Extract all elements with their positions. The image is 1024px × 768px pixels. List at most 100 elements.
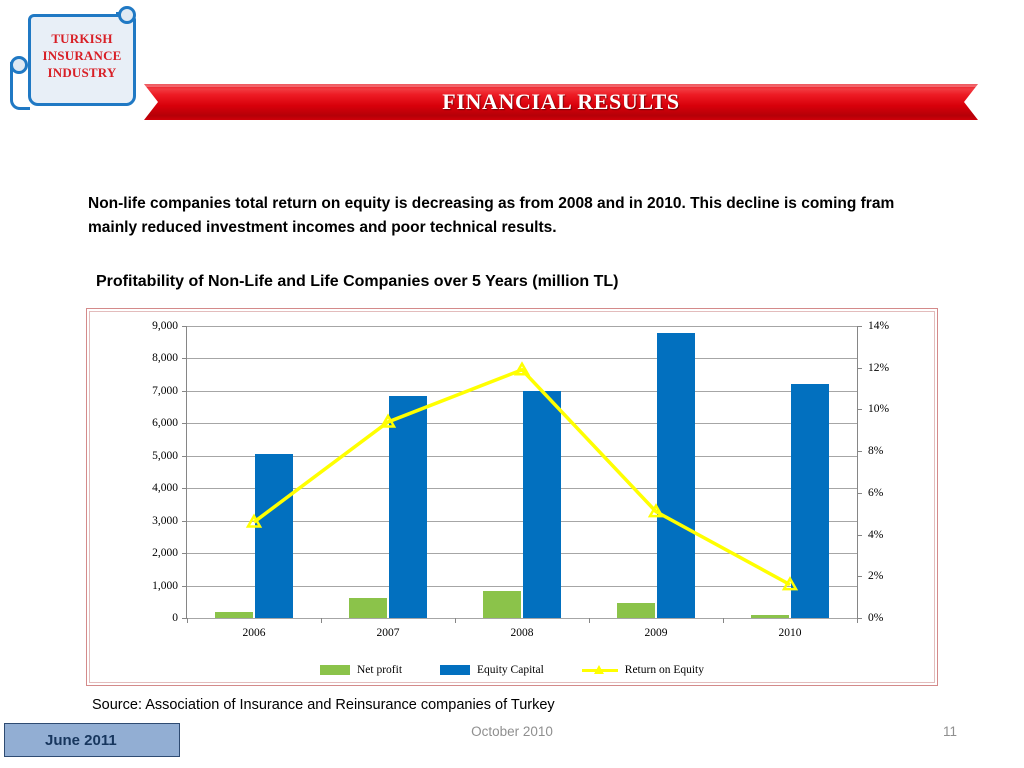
gridline: [187, 326, 857, 327]
bar-net-profit-2010: [751, 615, 789, 618]
return-on-equity-marker-2008: [513, 361, 531, 376]
right-axis-label: 10%: [868, 403, 890, 416]
left-axis-line: [186, 326, 187, 618]
intro-paragraph: Non-life companies total return on equit…: [88, 195, 895, 236]
scroll-roll-right-icon: [118, 6, 136, 24]
left-axis-label: 2,000: [152, 547, 178, 560]
legend-swatch-icon: [319, 665, 350, 675]
right-axis-tick: [857, 618, 862, 619]
left-axis-label: 3,000: [152, 514, 178, 527]
gridline: [187, 520, 857, 522]
gridline: [187, 455, 857, 457]
left-axis-label: 0: [172, 612, 178, 624]
left-axis-tick: [182, 455, 187, 457]
logo-line-1: TURKISH: [51, 31, 113, 46]
bar-net-profit-2007: [349, 597, 387, 618]
gridline: [187, 390, 857, 392]
return-on-equity-polyline: [252, 367, 791, 587]
right-axis-tick: [857, 326, 862, 327]
bar-equity-capital-2006: [255, 454, 293, 618]
gridline: [187, 358, 857, 360]
bar-equity-capital-2008: [523, 390, 561, 618]
x-axis-tick: [857, 618, 858, 623]
legend-label: Return on Equity: [624, 664, 704, 676]
left-axis-label: 8,000: [152, 352, 178, 365]
left-axis-tick: [182, 326, 187, 327]
bar-net-profit-2009: [617, 603, 655, 618]
left-axis-tick: [182, 358, 187, 360]
date-badge: June 2011: [4, 723, 180, 757]
legend-item-net-profit[interactable]: Net profit: [319, 664, 403, 676]
x-axis-tick: [455, 618, 456, 623]
x-axis-label: 2009: [644, 627, 668, 639]
gridline: [187, 618, 857, 619]
left-axis-label: 9,000: [152, 320, 178, 332]
right-axis-tick: [857, 409, 862, 411]
left-axis-label: 5,000: [152, 449, 178, 462]
left-axis-tick: [182, 553, 187, 555]
legend-item-return-on-equity[interactable]: Return on Equity: [581, 664, 704, 676]
right-axis-label: 6%: [868, 486, 884, 499]
date-badge-label: June 2011: [45, 731, 117, 749]
return-on-equity-marker-2010: [781, 576, 799, 591]
left-axis-tick: [182, 520, 187, 522]
right-axis-tick: [857, 492, 862, 494]
legend-swatch-icon: [440, 665, 471, 675]
left-axis-tick: [182, 585, 187, 587]
bar-net-profit-2006: [215, 612, 253, 618]
logo-line-3: INDUSTRY: [47, 65, 117, 80]
left-axis-tick: [182, 618, 187, 619]
x-axis-label: 2008: [510, 627, 534, 639]
bar-equity-capital-2010: [791, 384, 829, 618]
legend-item-equity-capital[interactable]: Equity Capital: [440, 664, 544, 676]
chart-legend: Net profit Equity Capital Return on Equity: [87, 664, 937, 676]
gridline: [187, 585, 857, 587]
gridline: [187, 553, 857, 555]
chart-container: 0 1,000 2,000 3,000 4,000 5,000 6,000 7,000 8,00…: [86, 308, 938, 686]
right-axis-line: [857, 326, 858, 618]
return-on-equity-marker-2009: [647, 503, 665, 518]
footer-center-note: October 2010: [471, 724, 553, 739]
x-axis-label: 2010: [778, 627, 802, 639]
plot-area: 0 1,000 2,000 3,000 4,000 5,000 6,000 7,000 8,00…: [152, 320, 889, 639]
page-title: FINANCIAL RESULTS: [442, 89, 680, 114]
x-axis-tick: [589, 618, 590, 623]
legend-line-marker-icon: [581, 665, 618, 675]
banner-shape: [144, 84, 978, 120]
left-axis-label: 1,000: [152, 579, 178, 592]
right-axis-label: 0%: [868, 612, 884, 624]
left-axis-label: 7,000: [152, 384, 178, 397]
right-axis-label: 4%: [868, 528, 884, 541]
right-axis-label: 2%: [868, 570, 884, 583]
legend-label: Equity Capital: [477, 664, 544, 676]
logo-badge: TURKISH INSURANCE INDUSTRY: [8, 4, 136, 120]
logo-line-2: INSURANCE: [42, 48, 122, 63]
x-axis-tick: [723, 618, 724, 623]
left-axis-tick: [182, 488, 187, 490]
page-number: 11: [942, 724, 957, 739]
right-axis-label: 14%: [868, 320, 890, 332]
left-axis-label: 4,000: [152, 482, 178, 495]
chart-heading: Profitability of Non-Life and Life Compa…: [96, 273, 619, 290]
return-on-equity-line: [245, 361, 799, 591]
x-axis-tick: [187, 618, 188, 623]
left-axis-tick: [182, 423, 187, 425]
return-on-equity-marker-2007: [379, 413, 397, 428]
bar-equity-capital-2007: [389, 396, 427, 618]
x-axis-label: 2007: [376, 627, 400, 639]
title-banner: FINANCIAL RESULTS: [144, 84, 978, 120]
left-axis-tick: [182, 390, 187, 392]
bar-equity-capital-2009: [657, 332, 695, 618]
right-axis-tick: [857, 367, 862, 369]
gridline: [187, 423, 857, 425]
right-axis-tick: [857, 576, 862, 578]
left-axis-label: 6,000: [152, 417, 178, 430]
scroll-roll-left-icon: [10, 56, 28, 74]
bar-net-profit-2008: [483, 591, 521, 618]
x-axis-tick: [321, 618, 322, 623]
legend-label: Net profit: [356, 664, 403, 676]
gridline: [187, 488, 857, 490]
scroll-curl-left-icon: [10, 62, 30, 110]
x-axis-label: 2006: [242, 627, 266, 639]
right-axis-label: 12%: [868, 361, 890, 374]
